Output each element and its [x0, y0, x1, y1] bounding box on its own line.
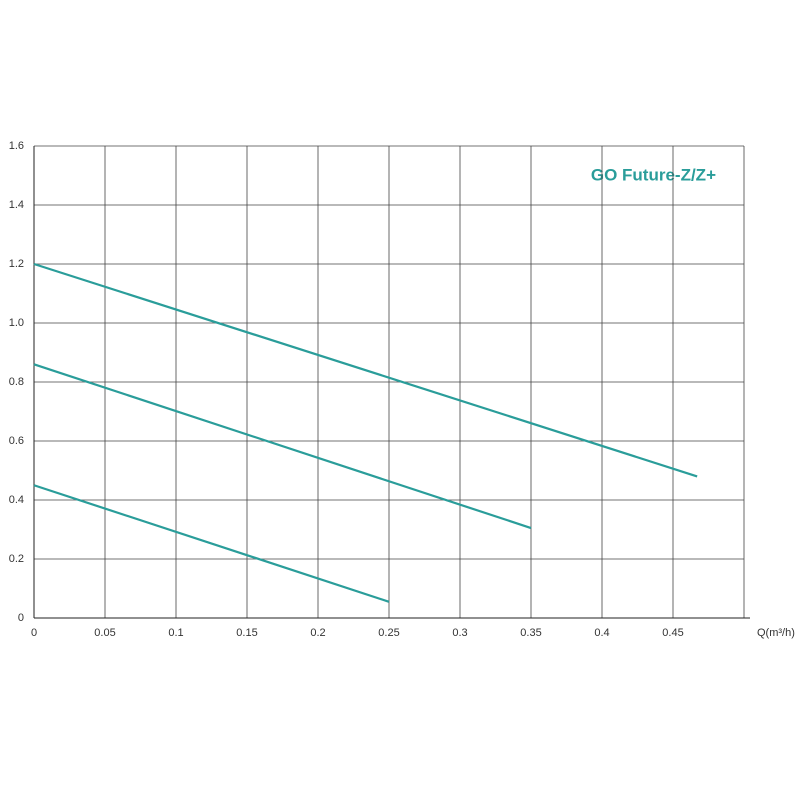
- y-tick-label: 1.2: [9, 258, 24, 270]
- y-tick-label: 0.6: [9, 435, 24, 447]
- x-tick-label: 0.3: [452, 627, 467, 639]
- y-tick-label: 0.4: [9, 494, 24, 506]
- x-tick-label: 0.35: [520, 627, 541, 639]
- data-line: [33, 262, 698, 478]
- x-tick-label: 0.25: [378, 627, 399, 639]
- x-axis-label: Q(m³/h): [757, 627, 795, 639]
- y-tick-label: 0.8: [9, 376, 24, 388]
- y-tick-label: 1.4: [9, 199, 24, 211]
- y-tick-label: 0.2: [9, 553, 24, 565]
- chart-title: GO Future-Z/Z+: [591, 165, 716, 184]
- x-tick-label: 0.05: [94, 627, 115, 639]
- data-line: [33, 484, 390, 603]
- x-tick-label: 0.45: [662, 627, 683, 639]
- y-tick-label: 0: [18, 612, 24, 624]
- x-tick-label: 0.2: [310, 627, 325, 639]
- y-tick-label: 1.0: [9, 317, 24, 329]
- x-tick-label: 0.4: [594, 627, 609, 639]
- data-line: [33, 363, 532, 530]
- x-tick-label: 0.15: [236, 627, 257, 639]
- x-tick-label: 0.1: [168, 627, 183, 639]
- y-tick-label: 1.6: [9, 140, 24, 152]
- x-tick-label: 0: [31, 627, 37, 639]
